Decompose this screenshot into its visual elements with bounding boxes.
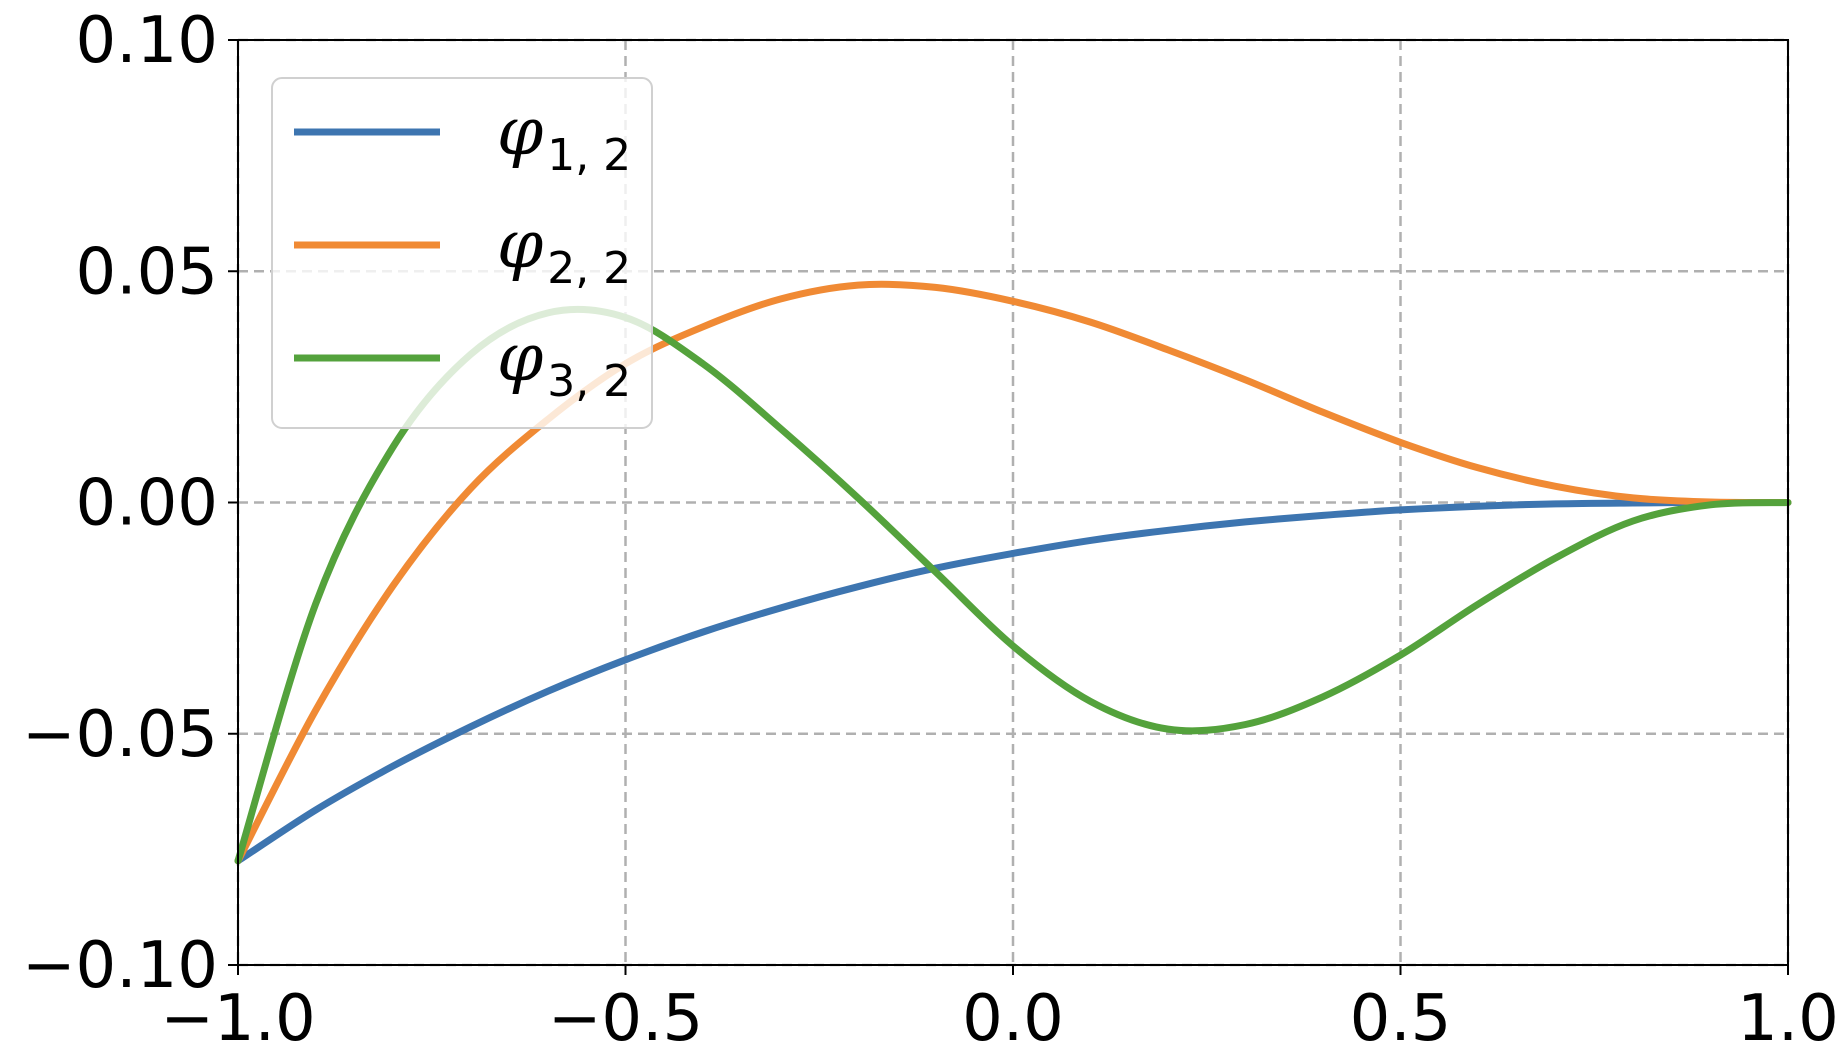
x-tick-label: 0.0	[962, 982, 1064, 1056]
series-line-1	[234, 498, 1792, 865]
y-tick-label: 0.05	[76, 235, 219, 309]
legend: φ1, 2 φ2, 2 φ3, 2	[271, 77, 653, 429]
x-tick-label: −0.5	[548, 982, 703, 1056]
legend-label-3: φ3, 2	[497, 319, 631, 407]
x-tick-label: 0.5	[1350, 982, 1452, 1056]
y-tick-label: −0.05	[22, 698, 218, 772]
axis-ticks: −1.0 −0.5 0.0 0.5 1.0 −0.10 −0.05 0.00 0.05 0.10	[22, 4, 1839, 1056]
legend-box	[271, 77, 653, 429]
series-line-2	[234, 280, 1792, 865]
y-tick-label: −0.10	[22, 929, 218, 1003]
y-tick-label: 0.10	[76, 4, 219, 78]
legend-label-2: φ2, 2	[497, 206, 631, 294]
y-tick-label: 0.00	[76, 467, 219, 541]
legend-label-1: φ1, 2	[497, 93, 631, 181]
x-tick-label: 1.0	[1737, 982, 1839, 1056]
x-tick-label: −1.0	[160, 982, 315, 1056]
